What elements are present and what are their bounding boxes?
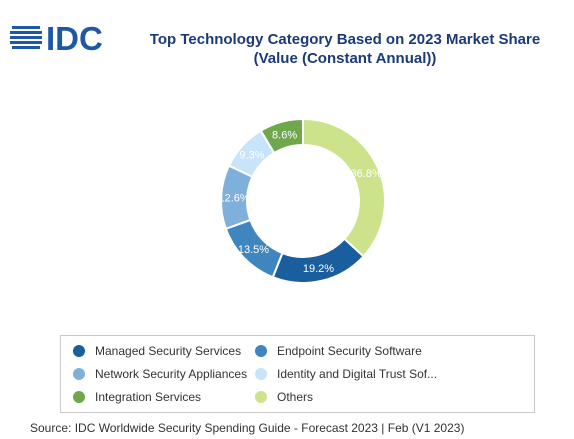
donut-chart: 36.8% 19.2% 13.5% 12.6% 9.3% 8.6% xyxy=(218,117,386,284)
slice-others[interactable] xyxy=(302,117,386,258)
logo-text: IDC xyxy=(46,20,103,54)
legend-label: Endpoint Security Software xyxy=(277,344,422,358)
slice-managed-security-services[interactable] xyxy=(271,237,365,284)
chart-title-line-2: (Value (Constant Annual)) xyxy=(253,50,437,67)
legend-marker-icon xyxy=(255,368,267,380)
idc-logo: IDC xyxy=(10,20,103,54)
data-label-identity-and-digital-trust-sof: 9.3% xyxy=(239,150,264,162)
legend-label: Others xyxy=(277,390,314,404)
data-label-others: 36.8% xyxy=(351,168,382,180)
legend-label: Managed Security Services xyxy=(95,344,242,358)
legend-label: Integration Services xyxy=(95,390,202,404)
legend-marker-icon xyxy=(255,345,267,357)
chart-legend: Managed Security Services Endpoint Securi… xyxy=(60,335,535,413)
chart-title: Top Technology Category Based on 2023 Ma… xyxy=(135,30,555,68)
data-label-managed-security-services: 19.2% xyxy=(303,263,334,275)
data-label-endpoint-security-software: 13.5% xyxy=(238,244,269,256)
slice-integration-services[interactable] xyxy=(259,117,304,155)
globe-icon xyxy=(10,26,42,49)
legend-marker-icon xyxy=(255,391,267,403)
data-label-integration-services: 8.6% xyxy=(272,130,297,142)
legend-marker-icon xyxy=(73,391,85,403)
data-label-network-security-appliances: 12.6% xyxy=(218,193,249,205)
legend-label: Identity and Digital Trust Sof... xyxy=(277,367,438,381)
legend-label: Network Security Appliances xyxy=(95,367,248,381)
chart-title-line-1: Top Technology Category Based on 2023 Ma… xyxy=(149,31,541,48)
source-note: Source: IDC Worldwide Security Spending … xyxy=(30,421,465,435)
legend-marker-icon xyxy=(73,368,85,380)
legend-marker-icon xyxy=(73,345,85,357)
